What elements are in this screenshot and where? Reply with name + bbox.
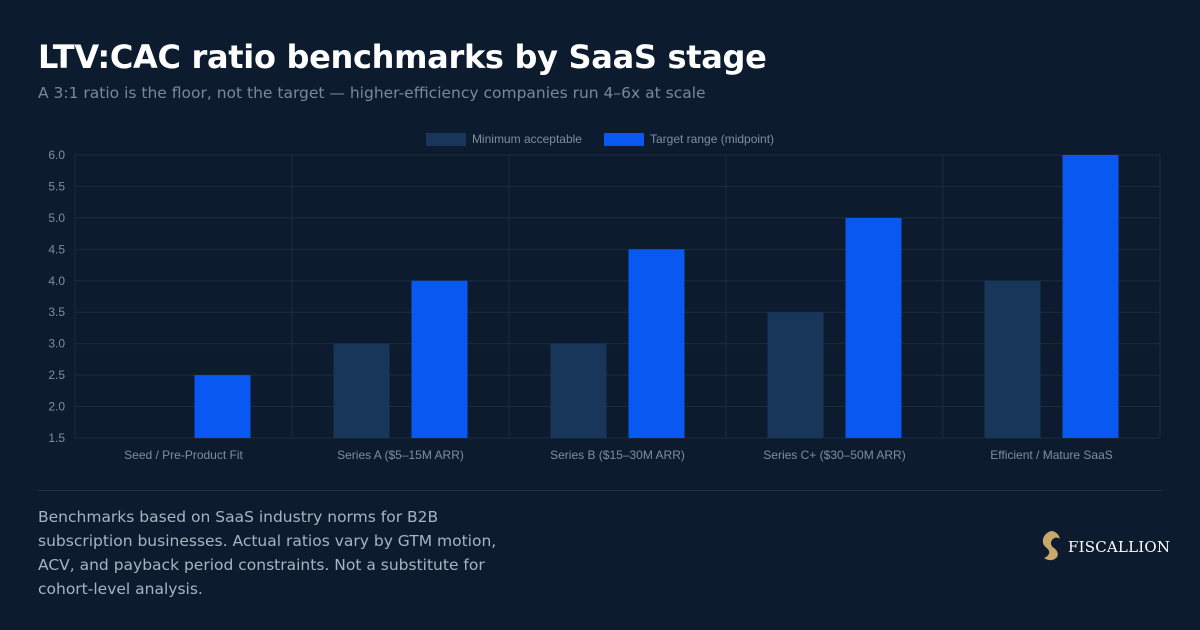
x-tick-label: Series A ($5–15M ARR) [337,448,464,462]
grid-layer [74,154,1161,439]
bar-target-2 [628,249,685,438]
y-tick-label: 4.5 [48,242,65,256]
x-tick-label: Series C+ ($30–50M ARR) [763,448,905,462]
chart-title: LTV:CAC ratio benchmarks by SaaS stage [38,38,767,76]
bar-target-0 [194,375,251,438]
y-tick-label: 2.0 [48,400,65,414]
brand-logo: FISCALLION [1040,530,1170,564]
bar-minimum-4 [984,280,1041,438]
y-axis: 1.5 2.0 2.5 3.0 3.5 4.0 4.5 5.0 5.5 6.0 [48,148,65,445]
bar-minimum-1 [333,343,390,438]
bar-minimum-2 [550,343,607,438]
x-tick-label: Seed / Pre-Product Fit [124,448,243,462]
chart-subtitle: A 3:1 ratio is the floor, not the target… [38,84,706,102]
y-tick-label: 1.5 [48,431,65,445]
brand-name: FISCALLION [1068,538,1171,556]
bar-layer [194,155,1119,438]
bar-minimum-3 [767,312,824,438]
x-axis: Seed / Pre-Product Fit Series A ($5–15M A… [124,448,1113,462]
legend-item-target: Target range (midpoint) [603,132,775,146]
footnote: Benchmarks based on SaaS industry norms … [38,508,497,598]
y-tick-label: 5.5 [48,179,65,193]
legend-item-minimum: Minimum acceptable [425,132,582,146]
legend-swatch-minimum [425,132,466,146]
y-tick-label: 2.5 [48,368,65,382]
x-tick-label: Series B ($15–30M ARR) [550,448,685,462]
legend-swatch-target [603,132,644,146]
y-tick-label: 3.0 [48,337,65,351]
y-tick-label: 5.0 [48,211,65,225]
y-tick-label: 6.0 [48,148,65,162]
footer-divider [38,490,1162,491]
x-tick-label: Efficient / Mature SaaS [990,448,1113,462]
y-tick-label: 4.0 [48,274,65,288]
legend-label-target: Target range (midpoint) [649,132,775,146]
bar-target-3 [845,217,902,438]
bar-chart: 1.5 2.0 2.5 3.0 3.5 4.0 4.5 5.0 5.5 6.0 Seed / Pr… [48,148,1161,462]
y-tick-label: 3.5 [48,305,65,319]
chart-legend: Minimum acceptable Target range (midpoin… [0,132,1200,146]
bar-target-4 [1062,155,1119,438]
legend-label-minimum: Minimum acceptable [471,132,582,146]
lion-icon [1042,531,1060,561]
bar-target-1 [411,280,468,438]
